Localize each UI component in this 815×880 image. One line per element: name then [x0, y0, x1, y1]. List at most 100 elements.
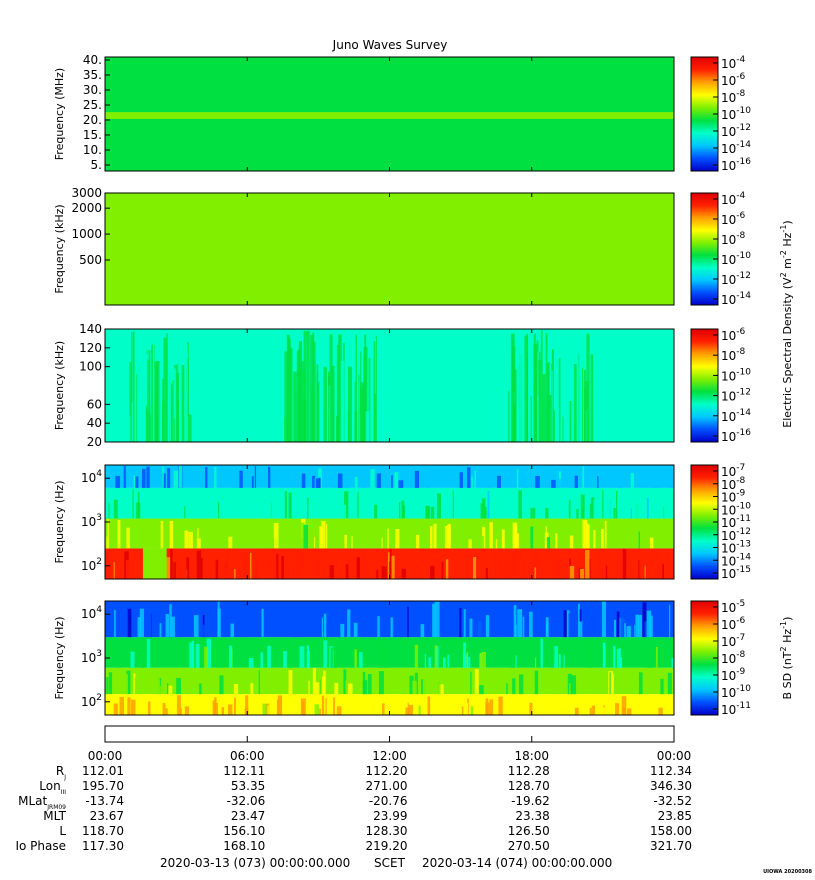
lfrlo-streak — [376, 473, 381, 488]
lfrlo-streak — [344, 473, 350, 488]
bsd-streak — [381, 654, 386, 668]
lfrhi-burst — [317, 381, 320, 442]
bsd-streak — [123, 674, 128, 695]
lfrhi-burst — [531, 370, 535, 442]
lfrlo-streak — [337, 473, 343, 488]
lfrlo-streak — [611, 495, 616, 519]
bsd-streak — [321, 617, 324, 638]
lfrlo-streak — [481, 498, 486, 519]
lfrhi-burst — [315, 371, 319, 442]
lfrlo-streak — [576, 508, 579, 519]
hf-emission-line-0 — [105, 205, 674, 211]
bsd-streak — [645, 642, 650, 668]
bsd-streak — [214, 697, 217, 715]
bsd-streak — [649, 615, 653, 638]
lfrhi-colorbar-label: 10-6 — [721, 327, 746, 343]
lfrhi-burst — [311, 390, 313, 442]
lfrlo-streak — [501, 529, 505, 549]
lfrlo-streak — [644, 565, 646, 579]
bsd-streak — [382, 703, 385, 715]
lfrlo-colorbar-label: 10-14 — [721, 552, 751, 568]
lfrlo-streak — [344, 491, 349, 519]
lfrlo-streak — [430, 565, 435, 579]
hfwbr-ytick-label: 20. — [83, 113, 102, 127]
lfrlo-streak — [351, 536, 353, 549]
lfrhi-colorbar-label: 10-12 — [721, 388, 751, 404]
hf-colorbar-title: Electric Spectral Density (V2 m-2 Hz-1) — [779, 220, 794, 427]
lfrlo-streak — [344, 534, 347, 549]
lfrlo-streak — [504, 559, 508, 579]
lfrlo-colorbar-label: 10-9 — [721, 489, 746, 505]
lfrlo-band-3 — [105, 465, 674, 488]
bsd-spectrogram — [105, 601, 674, 715]
lfrhi-burst — [571, 333, 574, 442]
lfrhi-ytick-label: 100 — [79, 360, 102, 374]
ephemeris-value: -32.06 — [227, 794, 266, 808]
ephemeris-value: 271.00 — [366, 779, 408, 793]
bsd-streak — [217, 608, 221, 638]
lfrlo-streak — [329, 565, 334, 579]
lfrlo-ytick-label: 104 — [81, 469, 102, 485]
ephemeris-label: L — [59, 824, 66, 838]
lfrlo-streak — [617, 466, 621, 488]
bsd-streak — [427, 696, 431, 715]
bsd-streak — [634, 624, 636, 638]
bsd-streak — [602, 642, 605, 668]
bsd-streak — [134, 677, 137, 695]
lfrlo-streak — [666, 555, 670, 579]
ephemeris-value: 23.47 — [231, 809, 265, 823]
bsd-streak — [334, 682, 339, 695]
footer-start: 2020-03-13 (073) 00:00:00.000 — [160, 856, 350, 870]
bsd-streak — [578, 621, 583, 638]
lfrlo-streak — [479, 536, 485, 549]
bsd-streak — [326, 673, 331, 695]
lfrlo-streak — [332, 474, 336, 488]
bsd-streak — [436, 699, 440, 715]
bsd-streak — [146, 638, 151, 668]
lfrlo-streak — [576, 523, 582, 549]
bsd-streak — [312, 668, 316, 695]
lfrlo-streak — [273, 522, 279, 549]
bsd-streak — [416, 645, 421, 668]
bsd-colorbar-label: 10-6 — [721, 616, 746, 632]
bsd-streak — [566, 610, 570, 638]
bsd-colorbar-title: B SD (nT2 Hz-1) — [779, 617, 794, 700]
bsd-streak — [300, 620, 304, 638]
lfrlo-streak — [441, 562, 444, 579]
lfrlo-streak — [341, 504, 347, 519]
bsd-streak — [571, 675, 577, 695]
bsd-streak — [300, 698, 306, 715]
lfrlo-colorbar-label: 10-7 — [721, 463, 745, 479]
lfrlo-streak — [516, 533, 519, 549]
ephemeris-value: 270.50 — [508, 839, 550, 853]
lfrhi-burst — [547, 362, 549, 442]
hf-ytick-label: 2000 — [71, 201, 102, 215]
lfrlo-streak — [170, 548, 173, 579]
lfrhi-burst — [336, 344, 340, 442]
lfrlo-streak — [334, 567, 337, 579]
bsd-streak — [498, 696, 503, 715]
lfrlo-streak — [535, 519, 538, 549]
lfrlo-streak — [646, 497, 649, 519]
bsd-streak — [513, 605, 517, 638]
bsd-streak — [528, 611, 533, 638]
time-axis-label: 06:00 — [230, 749, 265, 763]
bsd-streak — [240, 668, 243, 695]
lfrhi-colorbar-label: 10-14 — [721, 408, 751, 424]
lfrlo-streak — [555, 533, 558, 549]
bsd-streak — [288, 649, 293, 668]
lfrlo-streak — [367, 489, 372, 519]
ephemeris-value: 168.10 — [223, 839, 265, 853]
bsd-streak — [558, 653, 561, 668]
bsd-streak — [567, 704, 570, 715]
hf-colorbar-label: 10-10 — [721, 251, 751, 267]
footer-scet: SCET — [374, 856, 406, 870]
lfrhi-burst — [142, 401, 146, 442]
lfrlo-streak — [121, 470, 126, 488]
bsd-streak — [176, 695, 181, 715]
bsd-streak — [288, 670, 293, 695]
lfrlo-streak — [307, 497, 309, 519]
lfrlo-colorbar-label: 10-13 — [721, 540, 751, 556]
ephemeris-row: MLatJRM09 -13.74 -32.06 -20.76 -19.62 -32.52 — [18, 794, 692, 811]
bsd-streak — [399, 626, 404, 638]
